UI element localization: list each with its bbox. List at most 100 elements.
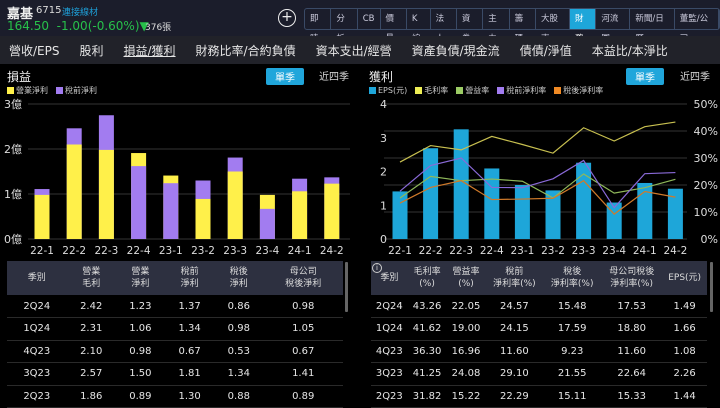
x-tick-label: 24-2 [663,245,687,257]
scrollbar[interactable] [345,262,348,312]
table-cell: 0.67 [263,340,343,363]
header-line: 淨利率(%) [550,279,594,289]
table-cell: 18.80 [601,317,663,341]
nav-button[interactable]: 董監/公司 [675,9,719,44]
nav-button[interactable]: K線 [407,9,431,44]
legend-swatch [56,87,63,94]
column-header: 營業 淨利 [115,261,165,295]
nav-button[interactable]: 大股東 [536,9,571,44]
bar-operating[interactable] [98,149,114,239]
nav-button[interactable]: 資券 [457,9,484,44]
bar-operating[interactable] [227,171,243,240]
y2-tick-label: 50% [694,98,718,111]
nav-button[interactable]: 河流圖 [596,9,631,44]
nav-button[interactable]: 法人 [431,9,457,44]
tab[interactable]: 債債/淨值 [519,43,572,58]
bar-operating[interactable] [324,183,340,239]
table-cell: 0.53 [214,340,264,363]
bar-eps[interactable] [484,168,500,239]
info-icon[interactable]: i [372,263,382,273]
four-quarter-button[interactable]: 近四季 [680,72,710,83]
scrollbar[interactable] [710,262,713,312]
table-cell: 24.08 [446,362,486,386]
four-quarter-button[interactable]: 近四季 [319,72,349,83]
bar-eps[interactable] [392,191,408,239]
nav-button[interactable]: 分析 [331,9,358,44]
legend-item[interactable]: 營業淨利 [7,85,48,96]
legend: EPS(元) 毛利率 營益率 稅前淨利率 稅後淨利率 [369,85,611,96]
bar-eps[interactable] [453,129,469,239]
single-quarter-button[interactable]: 單季 [266,68,304,85]
legend-item[interactable]: 稅前淨利 [56,85,97,96]
tab[interactable]: 營收/EPS [9,43,60,58]
header-line: 季別 [27,273,46,283]
nav-button[interactable]: 即時 [305,9,332,44]
stock-category[interactable]: 連接線材 [62,8,99,18]
column-header: 季別 [7,261,67,295]
table-cell: 15.33 [601,385,663,408]
legend-swatch [7,87,14,94]
line-稅後淨利率 [399,179,676,215]
bar-eps[interactable] [667,188,683,239]
bar-eps[interactable] [637,182,653,239]
x-tick-label: 22-4 [127,245,151,257]
nav-button[interactable]: CB [358,9,381,29]
y-tick-label: 3億 [4,98,22,111]
table-row[interactable]: 1Q24 41.62 19.00 24.15 17.59 18.80 1.66 [371,317,707,341]
nav-button[interactable]: 籌碼 [510,9,536,44]
bar-eps[interactable] [576,162,592,239]
bar-pretax[interactable] [131,166,147,239]
tab[interactable]: 財務比率/合約負債 [195,43,296,58]
legend-item[interactable]: 毛利率 [415,85,448,96]
bar-operating[interactable] [292,191,308,239]
header-line: 稅前 [505,267,524,277]
bar-pretax[interactable] [259,208,275,239]
tab[interactable]: 本益比/本淨比 [591,43,668,58]
nav-button[interactable]: 價量 [381,9,407,44]
bar-operating[interactable] [34,194,50,239]
bar-pretax[interactable] [163,183,179,239]
nav-button[interactable]: 財務 [570,9,597,44]
profit-table: 季別 毛利率 (%) 營益率 (%) 稅前 淨利率(%) 稅後 淨利率(%) 母公司稅後 淨利率(%… [371,261,707,408]
table-row[interactable]: 4Q23 36.30 16.96 11.60 9.23 11.60 1.08 [371,340,707,363]
legend-swatch [497,87,505,94]
table-cell: 2Q24 [371,295,408,318]
bar-eps[interactable] [514,185,530,239]
table-row[interactable]: 2Q24 43.26 22.05 24.57 15.48 17.53 1.49 [371,295,707,318]
nav-button[interactable]: 主力 [483,9,510,44]
tab[interactable]: 資本支出/經營 [315,43,392,58]
table-row[interactable]: 3Q23 41.25 24.08 29.10 21.55 22.64 2.26 [371,362,707,386]
bar-eps[interactable] [545,190,561,239]
table-row[interactable]: 2Q23 31.82 15.22 22.29 15.11 15.33 1.44 [371,385,707,408]
table-row[interactable]: 1Q24 2.31 1.06 1.34 0.98 1.05 [7,317,343,341]
table-row[interactable]: 4Q23 2.10 0.98 0.67 0.53 0.67 [7,340,343,363]
tab[interactable]: 資產負債/現金流 [411,43,500,58]
table-row[interactable]: 2Q24 2.42 1.23 1.37 0.86 0.98 [7,295,343,318]
bar-operating[interactable] [66,144,82,240]
legend-item[interactable]: 稅後淨利率 [554,85,603,96]
legend-swatch [456,87,464,94]
single-quarter-button[interactable]: 單季 [626,68,664,85]
tab[interactable]: 損益/獲利 [123,43,176,58]
table-row[interactable]: 3Q23 2.57 1.50 1.81 1.34 1.41 [7,362,343,386]
x-tick-label: 22-1 [30,245,54,257]
x-tick-label: 23-2 [541,245,565,257]
bar-operating[interactable] [195,198,211,239]
table-cell: 0.98 [263,295,343,318]
bar-eps[interactable] [423,148,439,239]
table-cell: 17.59 [543,317,602,341]
legend-item[interactable]: EPS(元) [369,85,407,96]
tab[interactable]: 股利 [79,43,104,58]
table-cell: 1.05 [263,317,343,341]
panel-title: 獲利 [369,70,394,84]
table-cell: 4Q23 [371,340,408,363]
table-row[interactable]: 2Q23 1.86 0.89 1.30 0.88 0.89 [7,385,343,408]
add-icon[interactable]: + [278,9,296,27]
legend-item[interactable]: 稅前淨利率 [497,85,546,96]
table-cell: 1.34 [165,317,215,341]
header-line: 母公司稅後 [609,267,655,277]
nav-button[interactable]: 新聞/日曆 [630,9,675,44]
table-cell: 36.30 [407,340,447,363]
legend-item[interactable]: 營益率 [456,85,489,96]
stock-code: 6715 [36,5,62,16]
